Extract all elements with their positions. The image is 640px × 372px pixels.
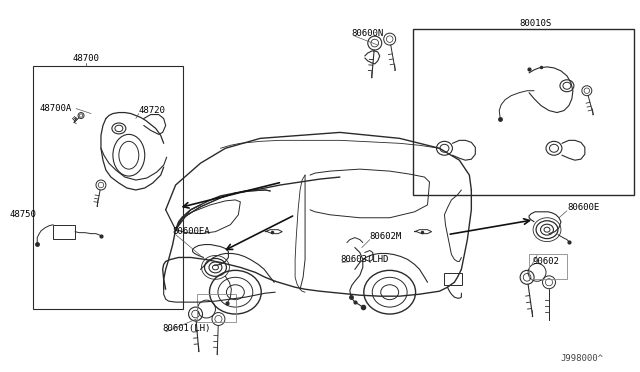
Text: 80010S: 80010S bbox=[519, 19, 552, 28]
Text: 80600E: 80600E bbox=[567, 203, 599, 212]
Text: 48720: 48720 bbox=[139, 106, 166, 115]
Bar bbox=[33, 66, 182, 309]
Text: 80601(LH): 80601(LH) bbox=[163, 324, 211, 333]
Bar bbox=[444, 273, 462, 285]
Text: J998000^: J998000^ bbox=[561, 354, 604, 363]
Text: 80603(LHD: 80603(LHD bbox=[340, 255, 388, 264]
Text: 90602: 90602 bbox=[532, 257, 559, 266]
Bar bbox=[529, 254, 567, 279]
Text: 48700: 48700 bbox=[72, 54, 99, 64]
Text: 48750: 48750 bbox=[10, 210, 36, 219]
Text: 80600N: 80600N bbox=[352, 29, 384, 38]
Bar bbox=[196, 294, 236, 322]
Bar bbox=[53, 225, 75, 238]
Text: 48700A: 48700A bbox=[39, 104, 72, 113]
Bar bbox=[413, 29, 634, 195]
Text: 80600EA: 80600EA bbox=[173, 227, 211, 236]
Text: 80602M: 80602M bbox=[370, 232, 402, 241]
